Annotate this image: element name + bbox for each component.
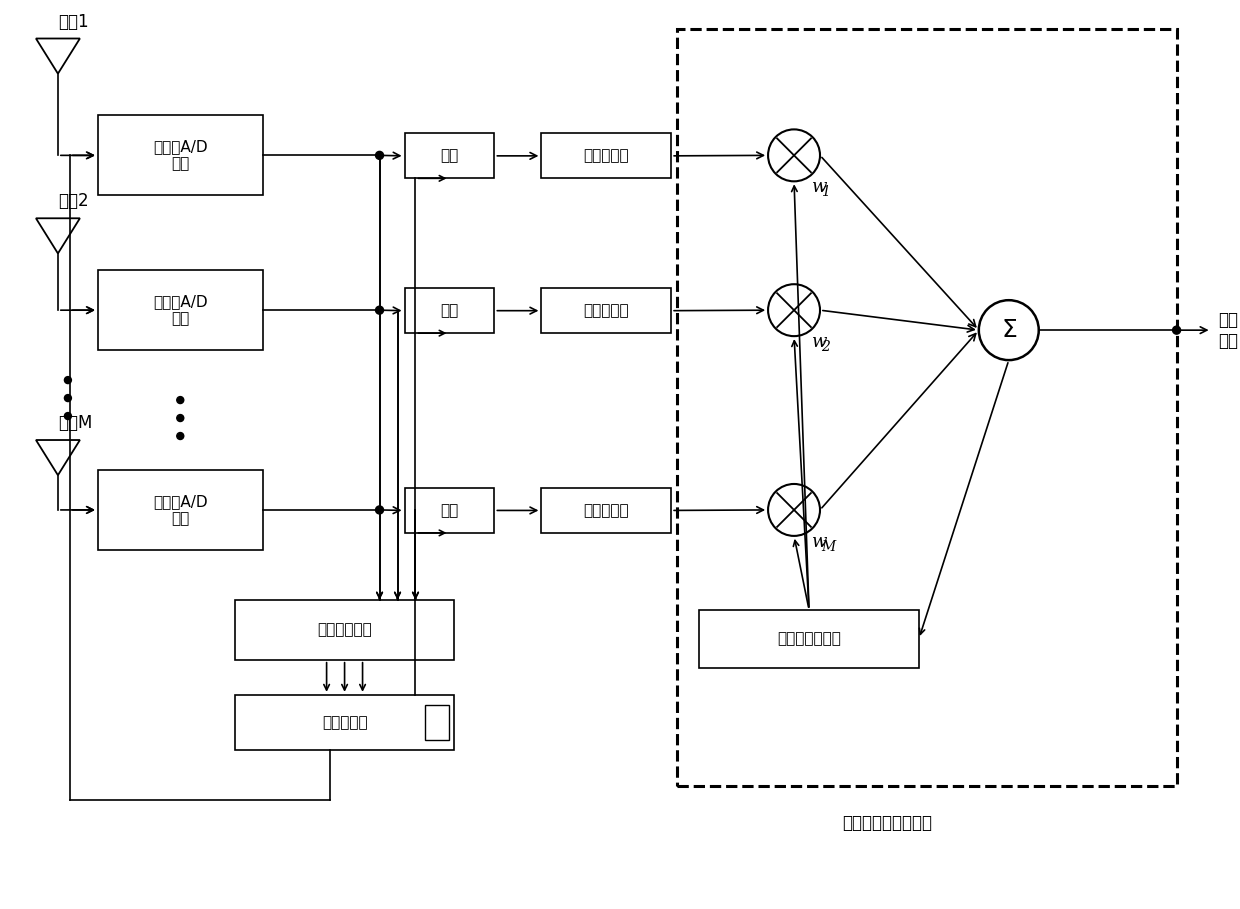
Bar: [404, 288, 495, 333]
Text: 数字下变频: 数字下变频: [584, 148, 629, 164]
Text: 数字下变频: 数字下变频: [584, 304, 629, 318]
Text: 自适应波束形成模块: 自适应波束形成模块: [842, 814, 932, 832]
Bar: [677, 28, 1177, 785]
Bar: [542, 488, 671, 533]
Circle shape: [64, 376, 72, 384]
Text: 跳频载波捕获: 跳频载波捕获: [317, 623, 372, 637]
Text: 数字下变频: 数字下变频: [584, 503, 629, 518]
Text: 输出
信号: 输出 信号: [1219, 311, 1239, 350]
Circle shape: [177, 415, 184, 422]
Text: w: w: [812, 533, 827, 551]
Bar: [98, 470, 263, 550]
Text: 阵剸2: 阵剸2: [58, 193, 88, 210]
Circle shape: [376, 306, 383, 315]
Text: 频率合成器: 频率合成器: [321, 714, 367, 730]
Bar: [234, 694, 454, 750]
Text: 阵剸1: 阵剸1: [58, 13, 88, 31]
Circle shape: [64, 395, 72, 402]
Bar: [404, 488, 495, 533]
Circle shape: [177, 396, 184, 404]
Bar: [542, 134, 671, 178]
Text: 混频和A/D
转换: 混频和A/D 转换: [153, 139, 207, 172]
Bar: [98, 270, 263, 350]
Bar: [98, 115, 263, 195]
Text: 阵元M: 阵元M: [58, 414, 92, 432]
Text: w: w: [812, 333, 827, 351]
Text: 2: 2: [821, 340, 830, 355]
Text: w: w: [812, 178, 827, 196]
Bar: [425, 704, 449, 740]
Text: 自适应处理算法: 自适应处理算法: [777, 631, 841, 646]
Bar: [234, 600, 454, 660]
Text: M: M: [821, 540, 836, 554]
Circle shape: [376, 506, 383, 514]
Bar: [542, 288, 671, 333]
Text: 混频和A/D
转换: 混频和A/D 转换: [153, 294, 207, 326]
Text: 解跳: 解跳: [440, 148, 459, 164]
Text: 解跳: 解跳: [440, 304, 459, 318]
Circle shape: [64, 413, 72, 420]
Circle shape: [1173, 326, 1180, 335]
Text: $\Sigma$: $\Sigma$: [1001, 318, 1017, 342]
Text: 1: 1: [821, 185, 830, 199]
Bar: [404, 134, 495, 178]
Bar: [699, 610, 919, 668]
Text: 解跳: 解跳: [440, 503, 459, 518]
Circle shape: [177, 433, 184, 440]
Circle shape: [376, 152, 383, 159]
Text: 混频和A/D
转换: 混频和A/D 转换: [153, 494, 207, 526]
